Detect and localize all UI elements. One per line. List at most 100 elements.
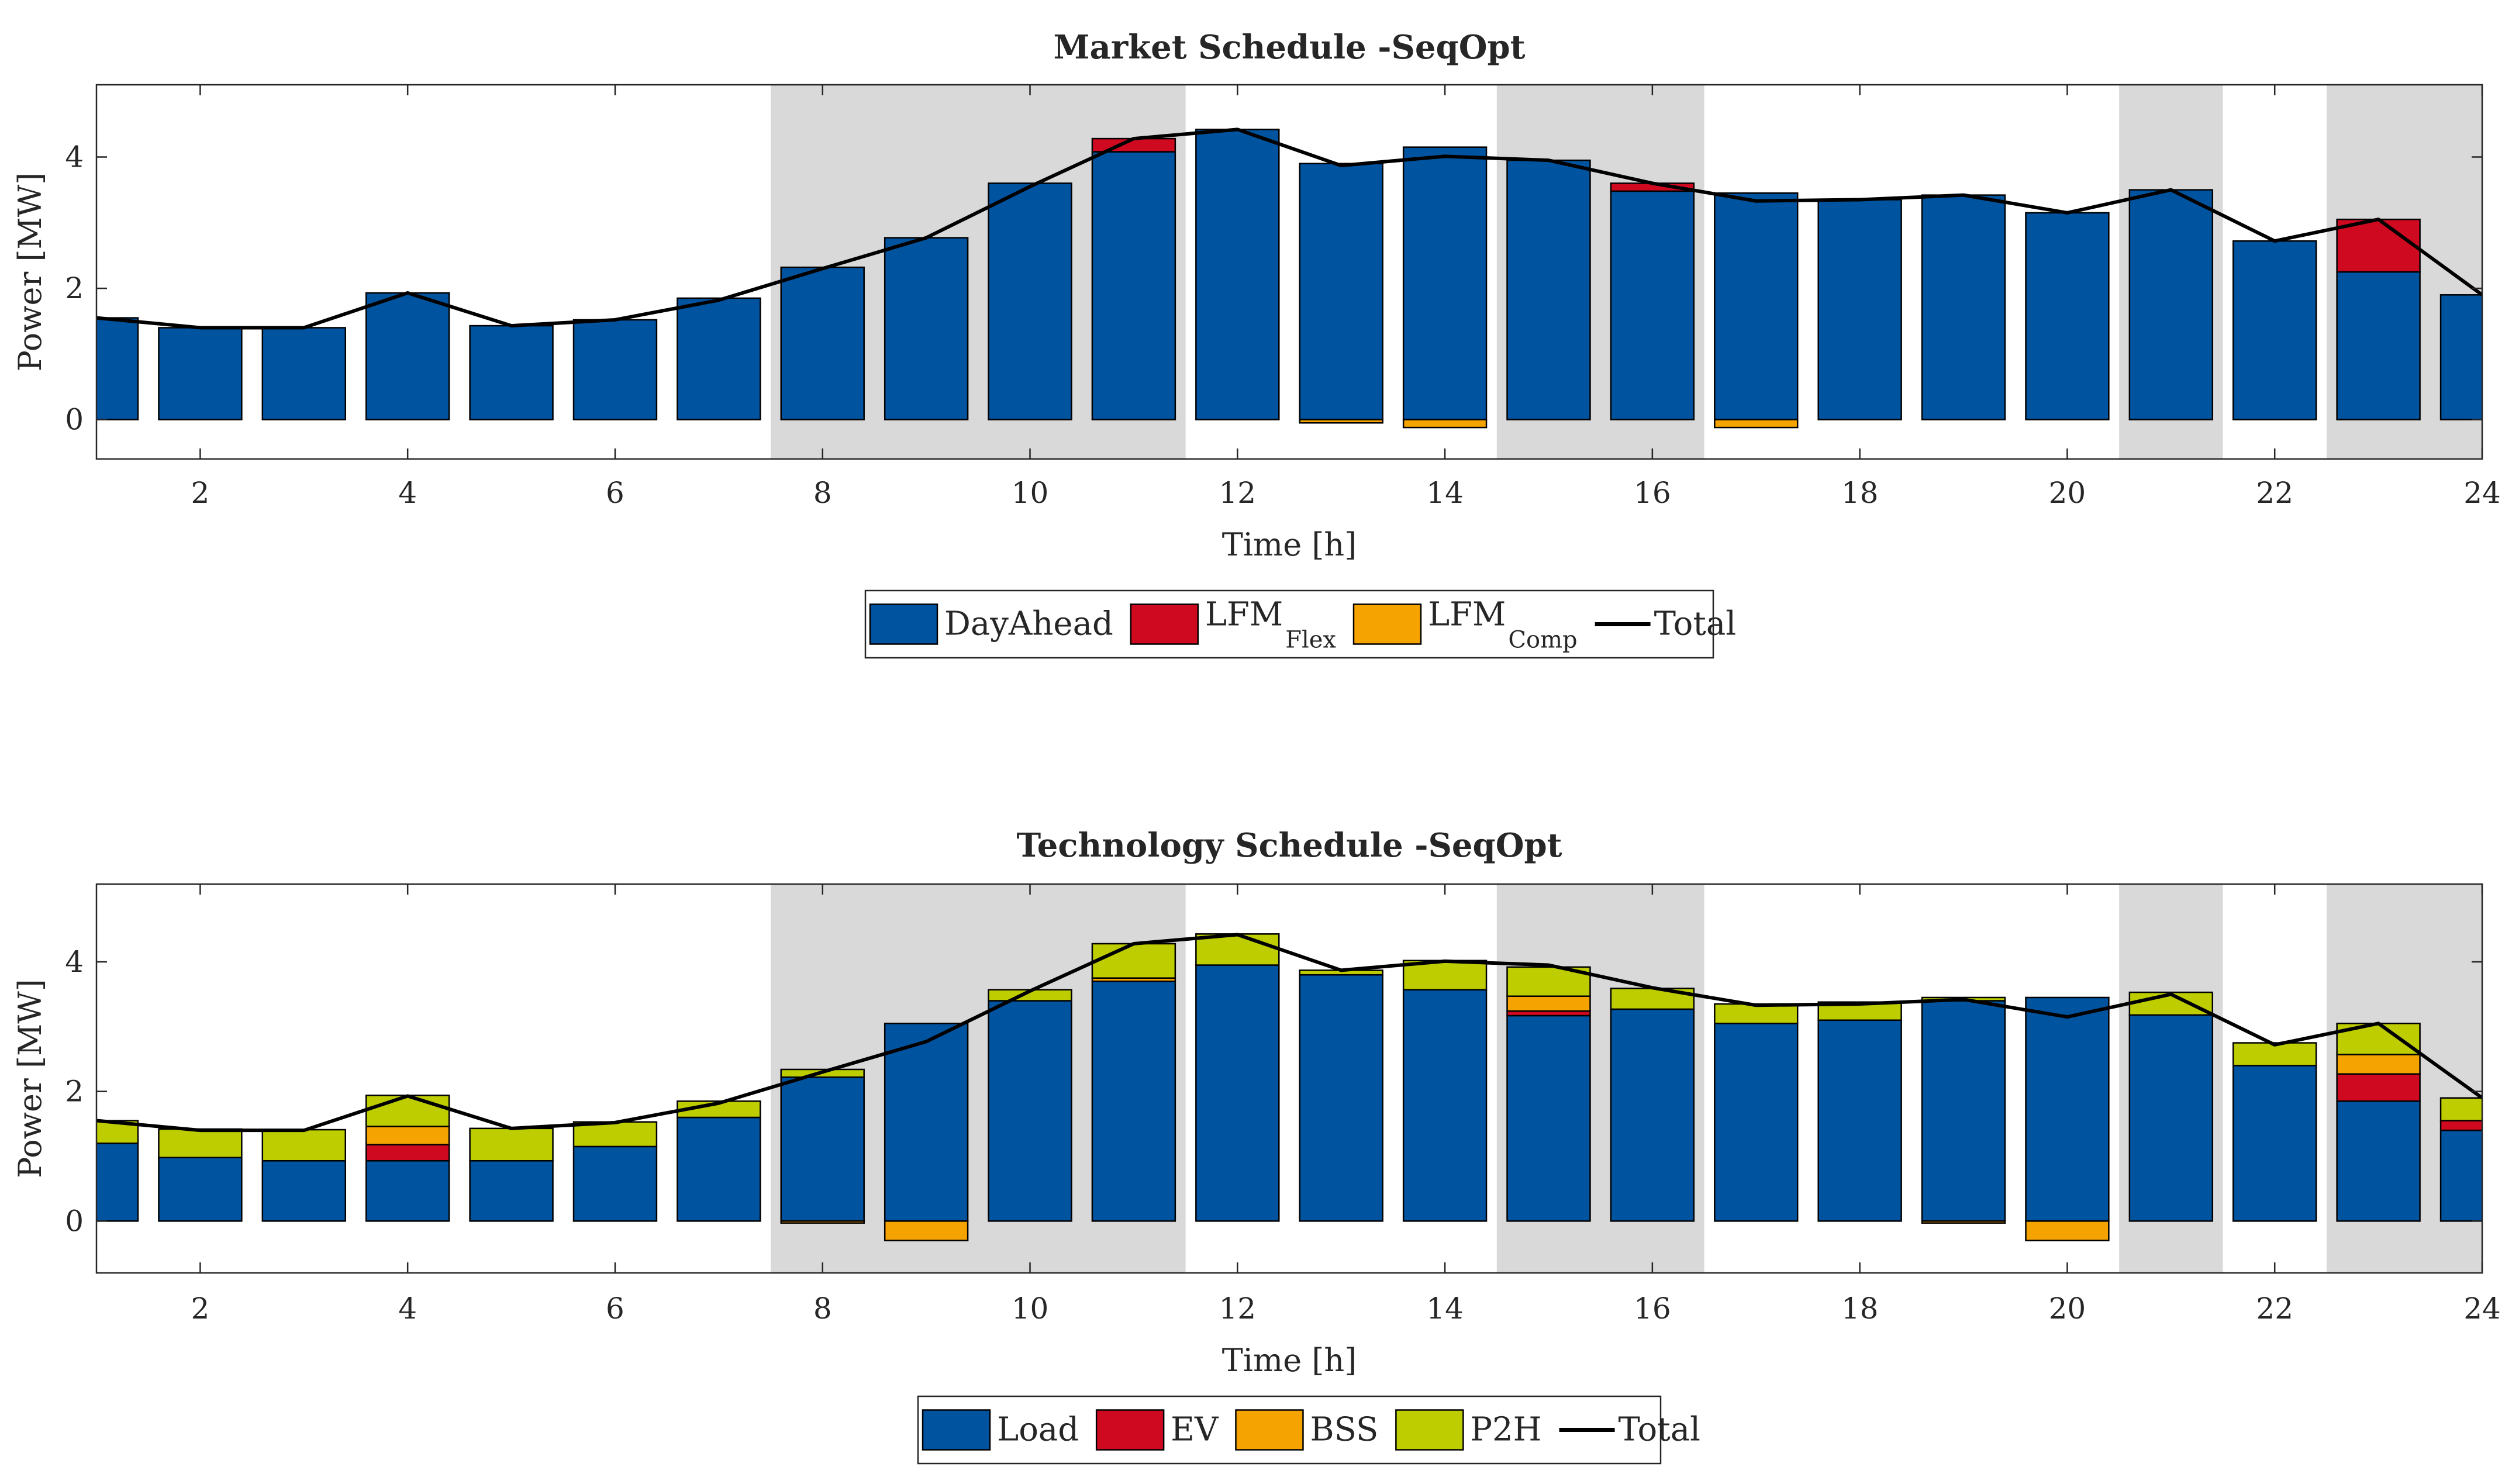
bar-dayahead-h19 — [1921, 194, 2006, 420]
bar-load-h4 — [365, 1160, 450, 1222]
legend-entry-total: Total — [1559, 1411, 1701, 1449]
y-tick-label: 4 — [65, 140, 84, 174]
chart-title: Technology Schedule -SeqOpt — [1017, 826, 1562, 865]
legend-label-subscript: Flex — [1285, 627, 1336, 654]
bar-dayahead-h24 — [2439, 294, 2482, 420]
bar-bss-h23 — [2336, 1054, 2421, 1075]
x-tick-label: 10 — [1012, 476, 1049, 510]
bar-load-h16 — [1610, 1008, 1695, 1222]
legend-entry-dayahead: DayAhead — [869, 603, 1113, 645]
bar-p2h-h22 — [2232, 1042, 2317, 1067]
bar-dayahead-h22 — [2232, 240, 2317, 420]
legend-entry-load: Load — [922, 1409, 1079, 1451]
x-tick-label: 8 — [813, 476, 832, 510]
x-axis-label: Time [h] — [1222, 1342, 1357, 1379]
x-tick-label: 22 — [2256, 1292, 2293, 1326]
bar-dayahead-h13 — [1299, 163, 1383, 420]
y-tick-label: 0 — [65, 403, 84, 437]
bar-dayahead-h11 — [1091, 151, 1176, 420]
x-tick-label: 14 — [1426, 476, 1464, 510]
x-tick-label: 16 — [1634, 476, 1671, 510]
x-tick-label: 24 — [2463, 476, 2501, 510]
y-tick-label: 2 — [65, 271, 84, 305]
bar-p2h-h14 — [1402, 960, 1488, 991]
x-tick-label: 6 — [606, 476, 624, 510]
y-tick-label: 2 — [65, 1075, 84, 1109]
bar-load-h21 — [2128, 1014, 2214, 1222]
legend: Load EV BSS P2H Total — [917, 1395, 1701, 1465]
legend-entry-total: Total — [1595, 605, 1737, 643]
x-tick-label: 8 — [813, 1292, 832, 1326]
bar-dayahead-h16 — [1610, 190, 1695, 420]
y-tick-label: 4 — [65, 945, 84, 979]
bar-load-h22 — [2232, 1065, 2317, 1222]
bar-load-h3 — [261, 1160, 346, 1222]
x-tick-label: 12 — [1219, 1292, 1256, 1326]
bar-ev-h4 — [365, 1144, 450, 1162]
x-axis-label: Time [h] — [1222, 526, 1357, 563]
bar-bss-h19 — [1921, 1220, 2006, 1224]
bar-bss-h15 — [1506, 995, 1591, 1012]
bar-ev-h23 — [2336, 1073, 2421, 1102]
bar-dayahead-h12 — [1195, 129, 1280, 420]
bar-p2h-h11 — [1091, 943, 1176, 979]
y-tick-label: 0 — [65, 1204, 84, 1238]
bar-dayahead-h8 — [780, 266, 865, 420]
x-tick-label: 2 — [191, 476, 209, 510]
bar-lfm-flex-h23 — [2336, 218, 2421, 273]
x-tick-label: 10 — [1012, 1292, 1049, 1326]
legend-swatch — [1130, 603, 1199, 645]
x-tick-label: 18 — [1841, 1292, 1879, 1326]
bar-load-h7 — [677, 1116, 761, 1222]
bar-lfm-flex-h11 — [1091, 137, 1176, 153]
x-tick-label: 12 — [1219, 476, 1256, 510]
legend-label: Load — [997, 1411, 1079, 1449]
legend-swatch — [1352, 603, 1422, 645]
bar-bss-h9 — [884, 1220, 969, 1241]
legend-swatch — [1095, 1409, 1165, 1451]
legend-label: Total — [1654, 605, 1737, 643]
legend-label: EV — [1171, 1411, 1219, 1449]
legend-swatch — [1235, 1409, 1304, 1451]
legend-label: Total — [1619, 1411, 1701, 1449]
legend-swatch — [922, 1409, 991, 1451]
bar-load-h2 — [158, 1157, 243, 1222]
bar-load-h11 — [1091, 981, 1176, 1222]
axes-box — [95, 883, 2483, 1274]
legend-label: DayAhead — [944, 605, 1113, 643]
bar-dayahead-h15 — [1506, 159, 1591, 420]
bar-load-h23 — [2336, 1100, 2421, 1222]
legend-label: LFM — [1205, 596, 1283, 634]
bar-lfm-comp-h14 — [1402, 419, 1488, 429]
bar-load-h13 — [1299, 974, 1383, 1222]
bar-p2h-h2 — [158, 1128, 243, 1158]
bar-dayahead-h17 — [1714, 192, 1799, 420]
bar-dayahead-h2 — [158, 327, 243, 420]
bar-load-h14 — [1402, 989, 1488, 1222]
bar-bss-h20 — [2025, 1220, 2110, 1241]
legend-entry-bss: BSS — [1235, 1409, 1378, 1451]
y-axis-label: Power [MW] — [12, 172, 49, 372]
plot-area — [96, 85, 2482, 459]
y-axis-label: Power [MW] — [12, 979, 49, 1178]
bar-dayahead-h6 — [572, 319, 658, 420]
x-tick-label: 6 — [606, 1292, 624, 1326]
bar-p2h-h5 — [469, 1127, 554, 1162]
total-line — [96, 933, 2482, 1133]
bar-dayahead-h14 — [1402, 146, 1488, 420]
bar-lfm-comp-h17 — [1714, 419, 1799, 429]
bar-ev-h24 — [2439, 1120, 2482, 1131]
bar-bss-h4 — [365, 1126, 450, 1145]
x-tick-label: 24 — [2463, 1292, 2501, 1326]
x-tick-label: 16 — [1634, 1292, 1671, 1326]
chart-title: Market Schedule -SeqOpt — [1054, 28, 1526, 67]
legend-entry-ev: EV — [1095, 1409, 1219, 1451]
x-tick-label: 2 — [191, 1292, 209, 1326]
bar-load-h20 — [2025, 996, 2110, 1222]
bar-lfm-comp-h13 — [1299, 419, 1383, 424]
total-line — [96, 127, 2482, 330]
